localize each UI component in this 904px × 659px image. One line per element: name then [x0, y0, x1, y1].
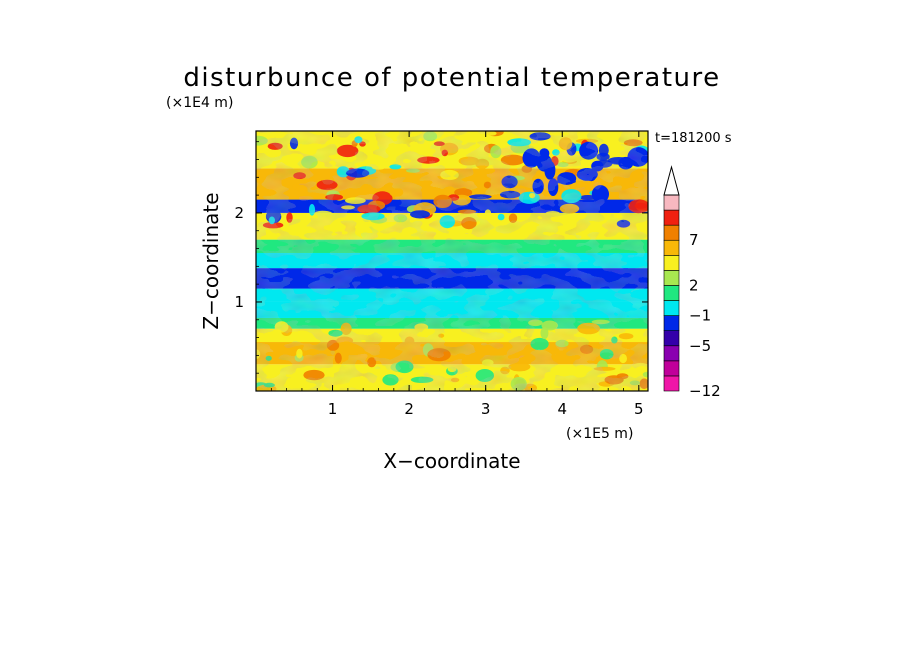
time-label: t=181200 s [655, 131, 732, 146]
colorbar-swatch [663, 345, 680, 362]
chart-title: disturbunce of potential temperature [183, 63, 720, 93]
y-tick-label: 2 [234, 204, 244, 222]
x-tick-label: 4 [557, 400, 567, 418]
colorbar-swatch [663, 300, 680, 316]
colorbar-label: 2 [689, 276, 699, 294]
colorbar: −12−5−127 [663, 165, 721, 400]
field-texture [256, 131, 648, 391]
colorbar-swatch [663, 360, 680, 377]
x-tick-label: 3 [481, 400, 491, 418]
colorbar-swatch [663, 255, 680, 271]
y-axis-label: Z−coordinate [199, 192, 223, 329]
plot-frame [255, 130, 649, 392]
colorbar-swatch [663, 194, 680, 211]
colorbar-swatch [663, 330, 680, 347]
x-tick-label: 1 [328, 400, 338, 418]
colorbar-swatch [663, 285, 680, 301]
y-unit-label: (×1E4 m) [166, 95, 233, 111]
colorbar-swatch [663, 270, 680, 286]
colorbar-extend-arrow [663, 165, 680, 196]
colorbar-swatch [663, 224, 680, 241]
colorbar-swatch [663, 315, 680, 331]
colorbar-label: −12 [689, 382, 721, 400]
colorbar-swatch [663, 375, 680, 392]
plot-area [256, 131, 648, 391]
colorbar-swatch [663, 239, 680, 256]
x-axis: 1 2 3 4 5 [270, 131, 644, 418]
colorbar-label: −1 [689, 307, 711, 325]
colorbar-label: 7 [689, 231, 699, 249]
y-axis: 12 [234, 141, 648, 374]
y-tick-label: 1 [234, 293, 244, 311]
colorbar-swatch [663, 209, 680, 226]
x-tick-label: 5 [634, 400, 644, 418]
x-unit-label: (×1E5 m) [566, 426, 633, 442]
x-tick-label: 2 [404, 400, 414, 418]
colorbar-label: −5 [689, 337, 711, 355]
x-axis-label: X−coordinate [383, 449, 520, 473]
